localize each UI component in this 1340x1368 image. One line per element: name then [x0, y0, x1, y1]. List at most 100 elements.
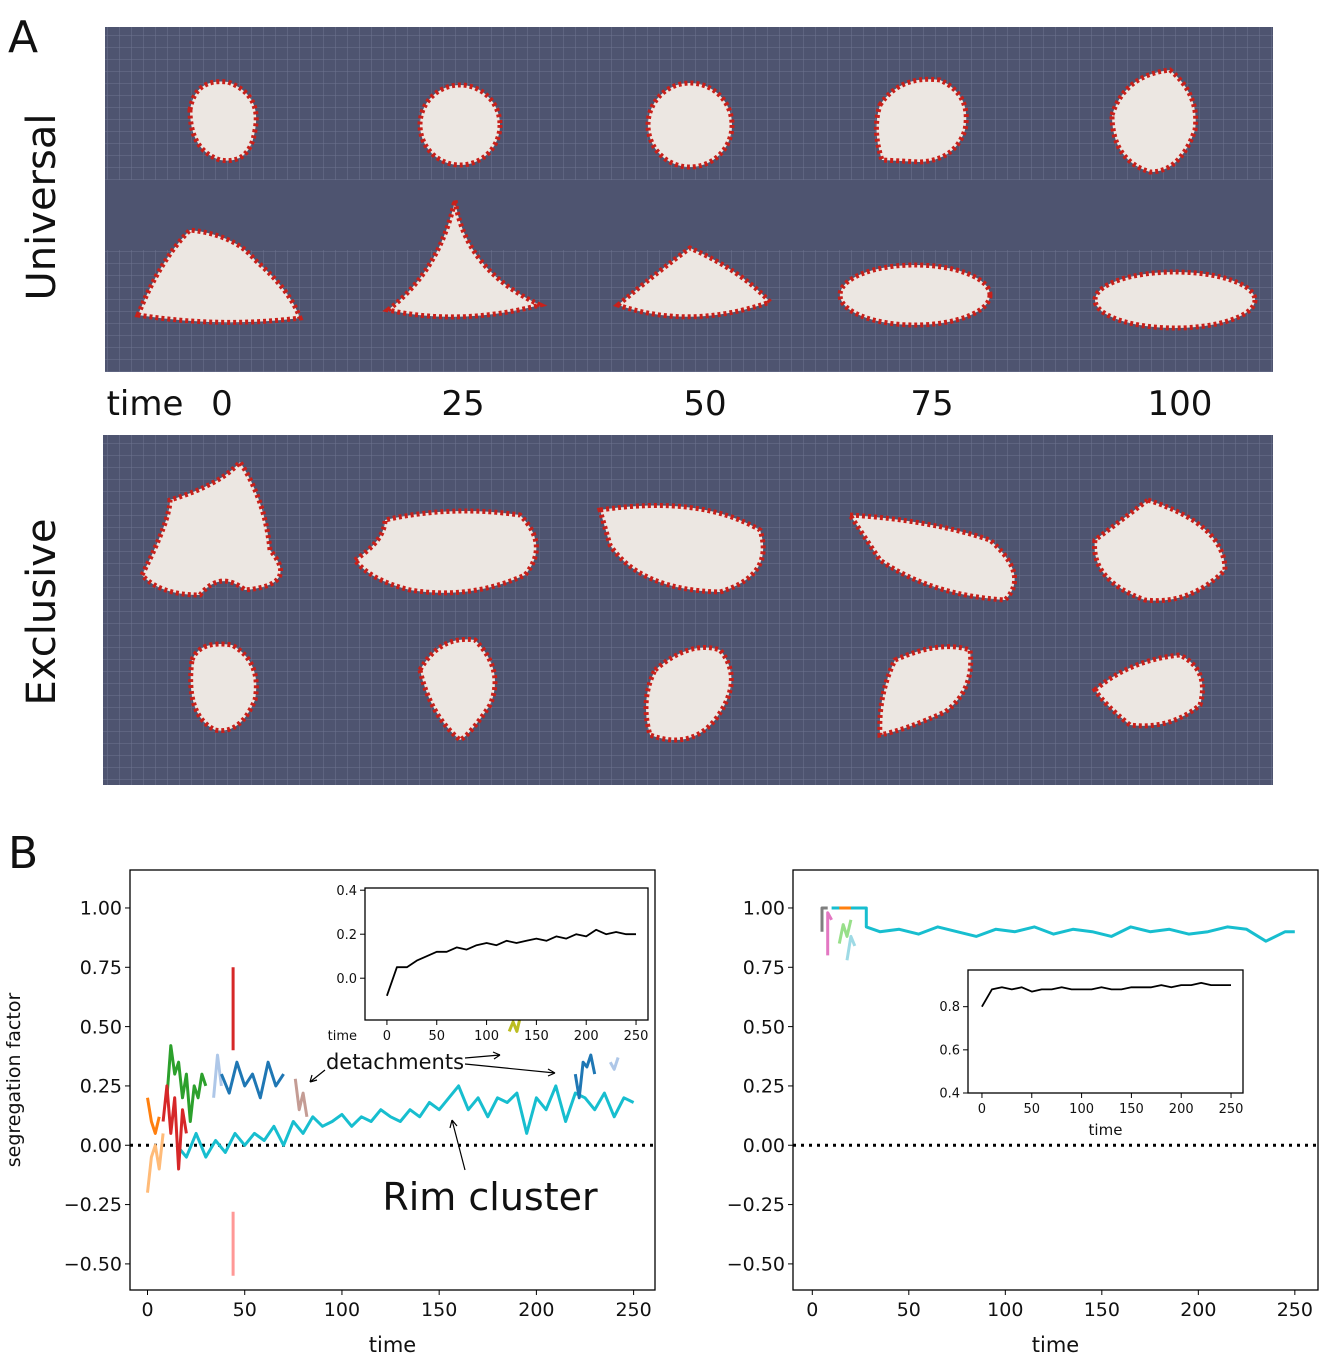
- y-tick-label: 1.00: [80, 898, 122, 920]
- cell: [417, 636, 498, 743]
- arrow: [464, 1063, 556, 1077]
- x-tick-label: 100: [324, 1299, 360, 1321]
- cell: [877, 644, 974, 739]
- series-line: [212, 1053, 223, 1098]
- time-label: time: [107, 384, 184, 424]
- series-line: [146, 1133, 165, 1193]
- cell: [845, 512, 1017, 603]
- x-tick-label: 250: [1219, 1102, 1244, 1117]
- series-line: [220, 1060, 285, 1100]
- cell: [1091, 652, 1205, 729]
- series-line: [831, 906, 1295, 943]
- series-line: [293, 1078, 309, 1118]
- x-tick-label: 150: [421, 1299, 457, 1321]
- x-tick-label: 0: [141, 1299, 153, 1321]
- x-tick-label: 100: [1069, 1102, 1094, 1117]
- y-tick-label: 0.75: [743, 957, 785, 979]
- x-tick-label: 0: [383, 1029, 391, 1044]
- time-value: 25: [441, 384, 484, 424]
- series-line: [845, 934, 857, 961]
- x-tick-label: 200: [1169, 1102, 1194, 1117]
- y-tick-label: 0.4: [336, 884, 357, 899]
- x-tick-label: 200: [518, 1299, 554, 1321]
- y-tick-label: 1.00: [743, 898, 785, 920]
- y-tick-label: −0.50: [64, 1254, 122, 1276]
- cell: [134, 227, 304, 325]
- x-axis-label: time: [1089, 1121, 1123, 1139]
- y-tick-label: 0.25: [743, 1076, 785, 1098]
- cell: [1092, 497, 1228, 604]
- y-tick-label: −0.25: [64, 1194, 122, 1216]
- cell: [645, 80, 735, 170]
- x-axis-label: time: [369, 1333, 416, 1357]
- x-tick-label: 0: [978, 1102, 986, 1117]
- cell: [417, 82, 503, 168]
- cell: [138, 457, 283, 598]
- series-line: [826, 911, 833, 956]
- x-tick-label: 150: [524, 1029, 549, 1044]
- arrow: [309, 1069, 326, 1083]
- cell: [188, 641, 259, 734]
- y-tick-label: 0.00: [743, 1135, 785, 1157]
- y-axis-label: segregation factor: [3, 993, 25, 1168]
- cell: [382, 199, 548, 320]
- universal-images: [105, 27, 1273, 372]
- charts: 1.000.750.500.250.00−0.25−0.500 50 100 150 2…: [3, 869, 1319, 1357]
- cell: [187, 79, 259, 164]
- x-tick-label: 250: [624, 1029, 649, 1044]
- series-line: [820, 906, 828, 932]
- annotation-arrows: [309, 1051, 556, 1171]
- backdrop: [105, 180, 1273, 250]
- arrow: [464, 1051, 501, 1060]
- y-tick-label: 0.25: [80, 1076, 122, 1098]
- exclusive-images: [103, 435, 1273, 785]
- y-tick-label: 0.4: [939, 1087, 960, 1102]
- row-label: Exclusive: [19, 519, 65, 706]
- cell: [643, 645, 734, 743]
- x-axis-label: time: [1032, 1333, 1079, 1357]
- series-line: [507, 1014, 523, 1033]
- series-line: [981, 982, 1231, 1008]
- time-value: 50: [683, 384, 726, 424]
- x-tick-label: 50: [233, 1299, 257, 1321]
- cell: [613, 245, 775, 320]
- time-value: 75: [910, 384, 953, 424]
- annotation: detachments: [326, 1050, 464, 1074]
- x-tick-label: 100: [474, 1029, 499, 1044]
- y-tick-label: 0.0: [336, 972, 357, 987]
- cell: [1092, 269, 1258, 331]
- y-tick-label: 0.2: [336, 928, 357, 943]
- panel-label: A: [8, 12, 38, 63]
- x-tick-label: 200: [574, 1029, 599, 1044]
- cell: [837, 262, 993, 328]
- y-tick-label: 0.50: [743, 1016, 785, 1038]
- series-line: [608, 1057, 620, 1071]
- y-tick-label: 0.8: [939, 1000, 960, 1015]
- plot-area: [967, 969, 1244, 1094]
- time-values: 0 25 50 75 100: [211, 384, 1212, 424]
- x-tick-label: 200: [1180, 1299, 1216, 1321]
- y-tick-label: 0.00: [80, 1135, 122, 1157]
- y-tick-label: −0.50: [727, 1254, 785, 1276]
- x-tick-label: 150: [1119, 1102, 1144, 1117]
- y-tick-label: −0.25: [727, 1194, 785, 1216]
- y-tick-label: 0.75: [80, 957, 122, 979]
- x-tick-label: 150: [1084, 1299, 1120, 1321]
- time-value: 100: [1148, 384, 1213, 424]
- annotation: Rim cluster: [382, 1175, 598, 1219]
- series-line: [573, 1053, 597, 1100]
- x-tick-label: 0: [806, 1299, 818, 1321]
- y-tick-label: 0.50: [80, 1016, 122, 1038]
- x-tick-label: 250: [615, 1299, 651, 1321]
- x-tick-label: 50: [1023, 1102, 1040, 1117]
- cell: [874, 76, 969, 165]
- plot-area: [364, 887, 649, 1021]
- x-tick-label: 250: [1277, 1299, 1313, 1321]
- cell: [351, 508, 539, 596]
- cell: [1109, 67, 1199, 175]
- cell: [596, 503, 766, 595]
- x-axis-label: time: [328, 1029, 357, 1044]
- x-tick-label: 50: [897, 1299, 921, 1321]
